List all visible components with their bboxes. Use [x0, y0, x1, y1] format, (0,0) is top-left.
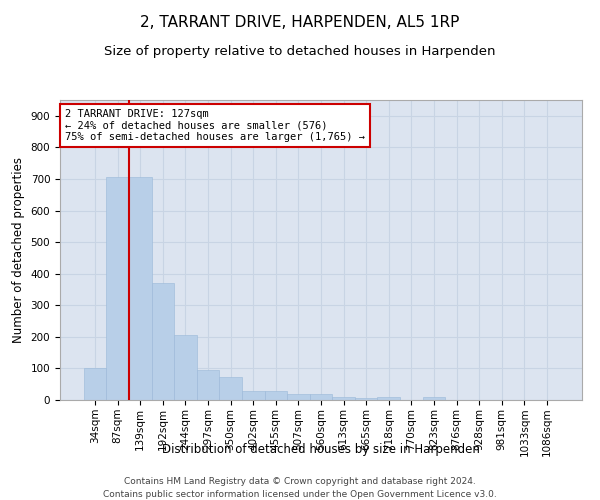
Bar — [242, 391, 265, 400]
Text: Contains HM Land Registry data © Crown copyright and database right 2024.: Contains HM Land Registry data © Crown c… — [124, 478, 476, 486]
Bar — [106, 176, 129, 400]
Bar — [377, 397, 400, 400]
Bar — [152, 283, 174, 400]
Bar — [310, 394, 332, 400]
Bar — [422, 398, 445, 400]
Bar — [220, 378, 242, 400]
Text: Size of property relative to detached houses in Harpenden: Size of property relative to detached ho… — [104, 45, 496, 58]
Text: Distribution of detached houses by size in Harpenden: Distribution of detached houses by size … — [162, 442, 480, 456]
Bar — [287, 394, 310, 400]
Text: 2 TARRANT DRIVE: 127sqm
← 24% of detached houses are smaller (576)
75% of semi-d: 2 TARRANT DRIVE: 127sqm ← 24% of detache… — [65, 109, 365, 142]
Bar — [355, 398, 377, 400]
Text: 2, TARRANT DRIVE, HARPENDEN, AL5 1RP: 2, TARRANT DRIVE, HARPENDEN, AL5 1RP — [140, 15, 460, 30]
Bar — [197, 370, 220, 400]
Bar — [129, 176, 152, 400]
Bar — [332, 398, 355, 400]
Bar — [84, 368, 106, 400]
Text: Contains public sector information licensed under the Open Government Licence v3: Contains public sector information licen… — [103, 490, 497, 499]
Bar — [174, 336, 197, 400]
Y-axis label: Number of detached properties: Number of detached properties — [12, 157, 25, 343]
Bar — [265, 390, 287, 400]
